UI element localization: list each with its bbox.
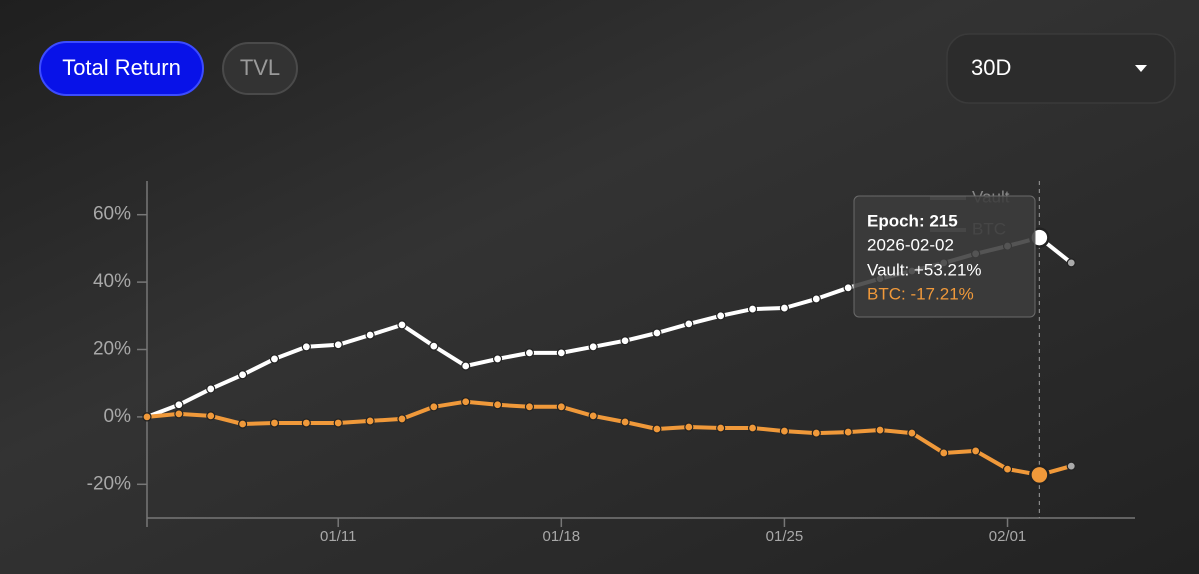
point: [620, 417, 630, 427]
point: [716, 423, 726, 433]
point: [461, 397, 471, 407]
point: [716, 311, 726, 321]
point: [333, 418, 343, 428]
point: [492, 354, 503, 364]
point: [747, 423, 758, 433]
active-point: [1029, 464, 1050, 486]
point: [907, 428, 917, 438]
tooltip: [853, 195, 1036, 318]
point: [269, 418, 280, 428]
y-tick-label: 40%: [93, 271, 131, 292]
point: [174, 409, 184, 419]
x-tick-label: 01/11: [320, 528, 356, 545]
y-tick-label: -20%: [87, 473, 131, 494]
point: [238, 370, 248, 380]
tab-label[interactable]: Total Return: [62, 55, 181, 80]
range-label[interactable]: 30D: [971, 55, 1011, 80]
point: [556, 348, 566, 358]
point: [843, 427, 853, 437]
point: [206, 384, 216, 394]
tooltip-line: Vault: +53.21%: [867, 260, 982, 279]
point: [397, 320, 407, 330]
point: [365, 330, 375, 340]
point: [971, 446, 981, 456]
point: [333, 340, 343, 350]
point: [301, 418, 311, 428]
point: [269, 354, 280, 364]
x-tick-label: 01/18: [543, 528, 581, 545]
point: [365, 416, 375, 426]
point: [1066, 258, 1076, 268]
tooltip-line: BTC: -17.21%: [867, 284, 974, 303]
tab-label[interactable]: TVL: [240, 55, 280, 80]
point: [779, 426, 790, 436]
point: [461, 361, 471, 371]
dropdown-arrow[interactable]: [1135, 65, 1147, 72]
point: [301, 342, 311, 352]
point: [397, 414, 407, 424]
point: [875, 425, 885, 435]
tooltip-title: Epoch: 215: [867, 211, 958, 230]
point: [620, 336, 630, 346]
series-line: [145, 399, 1074, 477]
point: [652, 328, 662, 338]
point: [524, 348, 535, 358]
point: [142, 412, 152, 422]
range-dropdown[interactable]: [946, 33, 1176, 104]
point: [492, 400, 503, 410]
tab-button[interactable]: [222, 42, 298, 95]
point: [684, 319, 694, 329]
point: [588, 342, 598, 352]
point: [684, 422, 694, 432]
point: [429, 341, 439, 351]
point: [524, 402, 535, 412]
point: [174, 400, 184, 410]
point: [588, 411, 598, 421]
point: [939, 448, 949, 458]
point: [238, 419, 248, 429]
point: [1066, 461, 1076, 471]
point: [747, 304, 758, 314]
point: [811, 294, 821, 304]
point: [779, 303, 790, 313]
point: [652, 424, 662, 434]
y-tick-label: 60%: [93, 204, 131, 225]
point: [556, 402, 566, 412]
tab-button[interactable]: [39, 41, 204, 96]
point: [206, 411, 216, 421]
point: [843, 283, 853, 293]
point: [1002, 464, 1013, 474]
point: [811, 428, 821, 438]
y-tick-label: 0%: [104, 406, 132, 427]
x-tick-label: 02/01: [989, 528, 1027, 545]
point: [429, 402, 439, 412]
tooltip-date: 2026-02-02: [867, 235, 954, 254]
x-tick-label: 01/25: [766, 528, 804, 545]
y-tick-label: 20%: [93, 339, 131, 360]
